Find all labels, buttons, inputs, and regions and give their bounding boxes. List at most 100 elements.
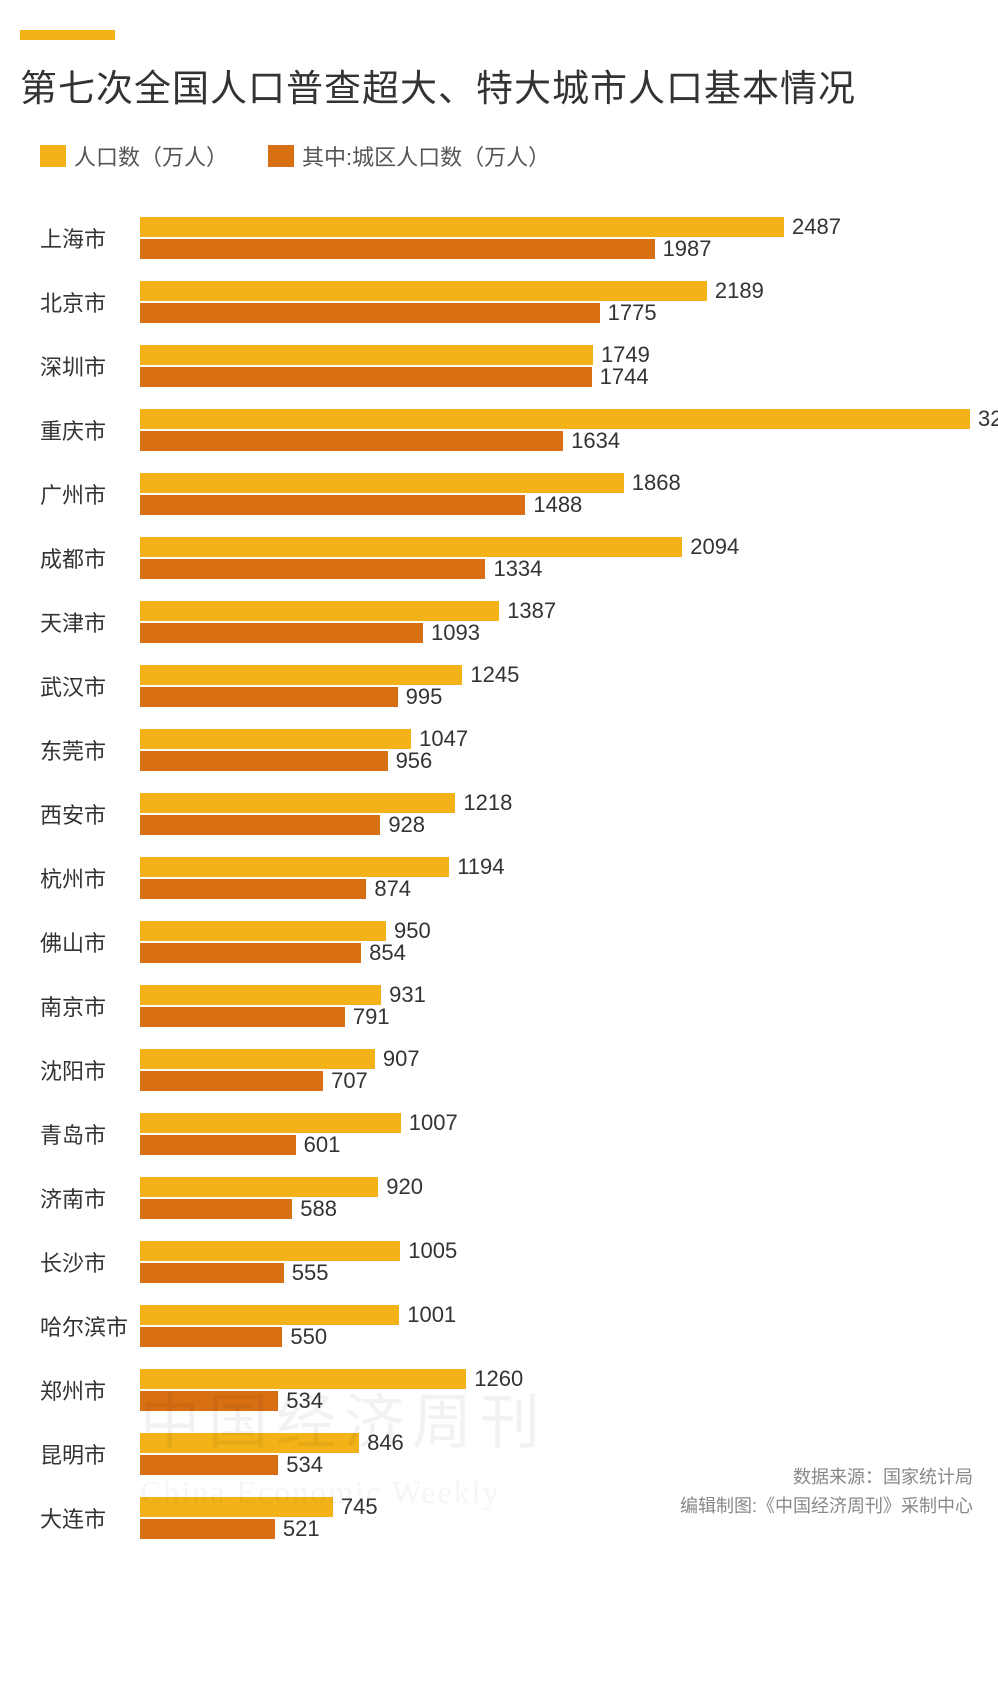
value-urban: 928 (380, 812, 425, 838)
value-urban: 1093 (423, 620, 480, 646)
bar-total (140, 601, 499, 621)
city-label: 南京市 (40, 990, 140, 1022)
city-row: 广州市 1868 1488 (40, 473, 978, 515)
bar-group: 1218928 (140, 793, 978, 835)
city-label: 青岛市 (40, 1118, 140, 1150)
city-label: 深圳市 (40, 350, 140, 382)
bar-group: 1387 1093 (140, 601, 978, 643)
city-row: 成都市20941334 (40, 537, 978, 579)
city-row: 北京市21891775 (40, 281, 978, 323)
bar-total (140, 857, 449, 877)
bar-group: 17491744 (140, 345, 978, 387)
bar-total (140, 1241, 400, 1261)
city-label: 济南市 (40, 1182, 140, 1214)
value-total: 920 (378, 1174, 423, 1200)
bar-urban (140, 1263, 284, 1283)
chart-area: 上海市24871987北京市21891775深圳市17491744重庆市3205… (20, 217, 978, 1539)
legend-label-urban: 其中:城区人口数（万人） (302, 140, 550, 172)
value-urban: 534 (278, 1388, 323, 1414)
bar-urban (140, 623, 423, 643)
bar-urban (140, 879, 366, 899)
bar-total (140, 1113, 401, 1133)
bar-group: 920588 (140, 1177, 978, 1219)
chart-title: 第七次全国人口普查超大、特大城市人口基本情况 (20, 58, 978, 112)
legend-swatch-urban (268, 145, 294, 167)
city-row: 沈阳市907707 (40, 1049, 978, 1091)
bar-total (140, 921, 386, 941)
value-total: 1005 (400, 1238, 457, 1264)
value-urban: 791 (345, 1004, 390, 1030)
bar-total (140, 473, 624, 493)
value-urban: 1634 (563, 428, 620, 454)
bar-urban (140, 943, 361, 963)
bar-urban (140, 367, 592, 387)
bar-urban (140, 1391, 278, 1411)
value-urban: 874 (366, 876, 411, 902)
city-row: 东莞市1047956 (40, 729, 978, 771)
value-urban: 707 (323, 1068, 368, 1094)
source-attribution: 数据来源：国家统计局 编辑制图:《中国经济周刊》采制中心 (680, 1463, 973, 1521)
city-label: 东莞市 (40, 734, 140, 766)
value-total: 745 (333, 1494, 378, 1520)
value-urban: 1334 (485, 556, 542, 582)
bar-urban (140, 239, 655, 259)
value-total: 1001 (399, 1302, 456, 1328)
value-total: 846 (359, 1430, 404, 1456)
value-total: 1387 (499, 598, 556, 624)
bar-urban (140, 1455, 278, 1475)
bar-urban (140, 1199, 292, 1219)
value-total: 2189 (707, 278, 764, 304)
bar-group: 1194 874 (140, 857, 978, 899)
bar-total (140, 345, 593, 365)
city-row: 济南市920588 (40, 1177, 978, 1219)
bar-group: 1001550 (140, 1305, 978, 1347)
source-line2: 编辑制图:《中国经济周刊》采制中心 (680, 1492, 973, 1521)
city-label: 成都市 (40, 542, 140, 574)
bar-total (140, 793, 455, 813)
value-total: 3205 (970, 406, 998, 432)
bar-urban (140, 1135, 296, 1155)
city-label: 杭州市 (40, 862, 140, 894)
value-total: 1868 (624, 470, 681, 496)
city-label: 天津市 (40, 606, 140, 638)
city-label: 武汉市 (40, 670, 140, 702)
accent-bar (20, 30, 115, 40)
bar-total (140, 217, 784, 237)
value-urban: 854 (361, 940, 406, 966)
bar-total (140, 1177, 378, 1197)
city-row: 武汉市1245995 (40, 665, 978, 707)
value-urban: 1488 (525, 492, 582, 518)
bar-total (140, 1049, 375, 1069)
city-row: 杭州市 1194 874 (40, 857, 978, 899)
bar-group: 1245995 (140, 665, 978, 707)
value-total: 2487 (784, 214, 841, 240)
bar-urban (140, 1519, 275, 1539)
city-row: 重庆市32051634 (40, 409, 978, 451)
city-label: 大连市 (40, 1502, 140, 1534)
city-label: 长沙市 (40, 1246, 140, 1278)
bar-urban (140, 1327, 282, 1347)
city-label: 哈尔滨市 (40, 1310, 140, 1342)
value-urban: 1775 (600, 300, 657, 326)
bar-group: 1260 534 (140, 1369, 978, 1411)
value-urban: 956 (388, 748, 433, 774)
legend: 人口数（万人） 其中:城区人口数（万人） (20, 140, 978, 172)
value-urban: 601 (296, 1132, 341, 1158)
bar-group: 24871987 (140, 217, 978, 259)
city-label: 上海市 (40, 222, 140, 254)
city-row: 青岛市1007601 (40, 1113, 978, 1155)
city-label: 郑州市 (40, 1374, 140, 1406)
city-row: 南京市931791 (40, 985, 978, 1027)
value-urban: 555 (284, 1260, 329, 1286)
value-total: 1260 (466, 1366, 523, 1392)
city-label: 广州市 (40, 478, 140, 510)
bar-total (140, 1369, 466, 1389)
city-label: 昆明市 (40, 1438, 140, 1470)
city-label: 重庆市 (40, 414, 140, 446)
value-total: 1194 (449, 854, 504, 880)
city-label: 西安市 (40, 798, 140, 830)
bar-urban (140, 431, 563, 451)
bar-total (140, 281, 707, 301)
value-urban: 534 (278, 1452, 323, 1478)
bar-group: 931791 (140, 985, 978, 1027)
